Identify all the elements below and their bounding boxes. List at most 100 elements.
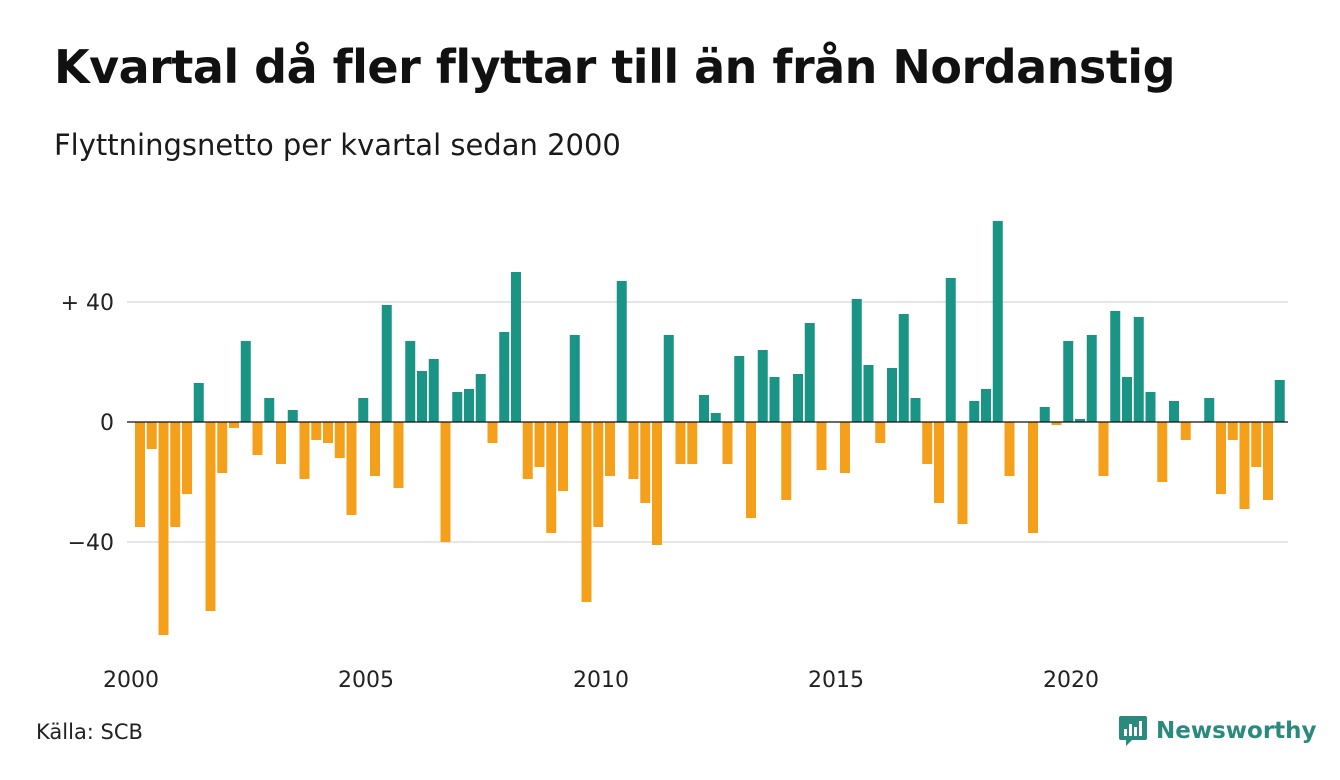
bar bbox=[170, 422, 181, 527]
bar bbox=[558, 422, 568, 491]
bar bbox=[1098, 422, 1109, 476]
bar bbox=[699, 395, 709, 422]
bar bbox=[182, 422, 192, 494]
bar bbox=[793, 374, 803, 422]
bar bbox=[381, 305, 392, 422]
bar bbox=[687, 422, 698, 464]
bar bbox=[264, 398, 275, 422]
bar bbox=[428, 359, 439, 422]
bar bbox=[887, 368, 897, 422]
bar bbox=[487, 422, 498, 443]
bar bbox=[417, 371, 427, 422]
y-tick-label: −40 bbox=[68, 531, 114, 556]
bar bbox=[1251, 422, 1262, 467]
bar bbox=[1004, 422, 1015, 476]
x-tick-label: 2020 bbox=[1043, 668, 1099, 693]
bar bbox=[276, 422, 286, 464]
bar bbox=[746, 422, 756, 518]
bar bbox=[205, 422, 216, 611]
bar bbox=[358, 398, 369, 422]
bar bbox=[1227, 422, 1238, 440]
bar bbox=[675, 422, 686, 464]
bar bbox=[1063, 341, 1074, 422]
bar bbox=[757, 350, 768, 422]
bar bbox=[1180, 422, 1191, 440]
source-note: Källa: SCB bbox=[36, 720, 143, 744]
bar bbox=[922, 422, 933, 464]
gridlines bbox=[127, 301, 1288, 543]
bar bbox=[663, 335, 674, 422]
bars bbox=[135, 221, 1285, 635]
bar bbox=[475, 374, 486, 422]
bar bbox=[981, 389, 991, 422]
bar bbox=[299, 422, 310, 479]
bar bbox=[569, 335, 580, 422]
x-tick-label: 2005 bbox=[338, 668, 394, 693]
bar bbox=[934, 422, 944, 503]
bar bbox=[781, 422, 792, 500]
newsworthy-logo-icon bbox=[1119, 716, 1147, 746]
bar bbox=[1157, 422, 1168, 482]
bar bbox=[334, 422, 345, 458]
bar bbox=[957, 422, 968, 524]
bar bbox=[1133, 317, 1144, 422]
bar bbox=[346, 422, 357, 515]
bar bbox=[1263, 422, 1273, 500]
chart-subtitle: Flyttningsnetto per kvartal sedan 2000 bbox=[54, 128, 621, 162]
brand-name: Newsworthy bbox=[1156, 718, 1317, 744]
bar bbox=[898, 314, 909, 422]
chart-title: Kvartal då fler flyttar till än från Nor… bbox=[54, 40, 1176, 94]
bar bbox=[1075, 419, 1085, 422]
bar bbox=[405, 341, 416, 422]
bar bbox=[969, 401, 980, 422]
bar bbox=[1216, 422, 1226, 494]
bar bbox=[370, 422, 380, 476]
bar bbox=[851, 299, 862, 422]
bar bbox=[452, 392, 463, 422]
bar bbox=[628, 422, 639, 479]
x-tick-label: 2010 bbox=[573, 668, 629, 693]
bar bbox=[769, 377, 780, 422]
bar bbox=[217, 422, 228, 473]
bar bbox=[287, 410, 298, 422]
bar bbox=[393, 422, 404, 488]
bar bbox=[910, 398, 921, 422]
bar bbox=[1145, 392, 1156, 422]
bar bbox=[863, 365, 874, 422]
bar bbox=[640, 422, 651, 503]
bar bbox=[1051, 422, 1062, 425]
brand-logo[interactable]: Newsworthy bbox=[1118, 714, 1317, 748]
bar bbox=[875, 422, 886, 443]
bar bbox=[1110, 311, 1121, 422]
axes: + 40 0 −40 2000 2005 2010 2015 2020 bbox=[61, 291, 1288, 693]
bar bbox=[193, 383, 204, 422]
y-tick-label: + 40 bbox=[61, 291, 114, 316]
bar bbox=[1239, 422, 1250, 509]
bar bbox=[464, 389, 474, 422]
bar bbox=[252, 422, 263, 455]
bar bbox=[1028, 422, 1038, 533]
bar bbox=[710, 413, 721, 422]
bar bbox=[840, 422, 850, 473]
bar bbox=[499, 332, 510, 422]
bar bbox=[1086, 335, 1097, 422]
bar bbox=[1204, 398, 1215, 422]
bar bbox=[146, 422, 157, 449]
bar bbox=[1274, 380, 1285, 422]
bar bbox=[816, 422, 827, 470]
bar bbox=[240, 341, 251, 422]
bar bbox=[804, 323, 815, 422]
x-tick-label: 2015 bbox=[808, 668, 864, 693]
bar bbox=[593, 422, 604, 527]
bar bbox=[992, 221, 1003, 422]
bar bbox=[581, 422, 592, 602]
bar bbox=[1169, 401, 1179, 422]
bar bbox=[652, 422, 662, 545]
bar bbox=[440, 422, 451, 542]
bar bbox=[1122, 377, 1132, 422]
bar bbox=[311, 422, 322, 440]
bar bbox=[511, 272, 521, 422]
y-tick-label: 0 bbox=[100, 411, 114, 436]
bar bbox=[534, 422, 545, 467]
